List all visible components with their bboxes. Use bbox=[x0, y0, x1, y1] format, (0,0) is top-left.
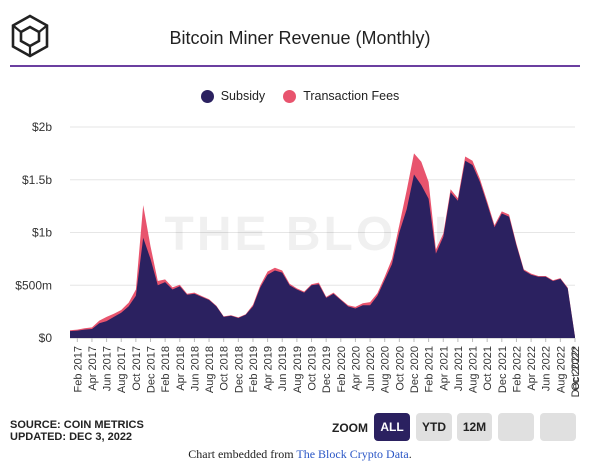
legend-swatch-subsidy bbox=[200, 89, 214, 103]
zoom-empty-button-1[interactable] bbox=[498, 413, 534, 441]
x-tick-label: Feb 2018 bbox=[160, 346, 172, 392]
y-tick-label: $500m bbox=[15, 278, 52, 292]
updated-label: UPDATED: DEC 3, 2022 bbox=[10, 431, 133, 443]
x-tick-label: Aug 2019 bbox=[292, 346, 304, 393]
title-divider bbox=[10, 65, 580, 67]
x-tick-label: Apr 2022 bbox=[526, 346, 538, 391]
legend-swatch-fees bbox=[283, 89, 297, 103]
x-tick-label: Oct 2017 bbox=[131, 346, 143, 391]
x-tick-label: Jun 2018 bbox=[189, 346, 201, 391]
x-tick-label: Oct 2022 bbox=[570, 346, 582, 391]
x-tick-label: Oct 2020 bbox=[394, 346, 406, 391]
x-tick-label: Aug 2018 bbox=[204, 346, 216, 393]
y-tick-label: $1b bbox=[32, 226, 52, 240]
source-label: SOURCE: COIN METRICS bbox=[10, 419, 144, 431]
x-tick-label: Dec 2018 bbox=[233, 346, 245, 393]
x-axis: Feb 2017 Apr 2017 Jun 2017 Aug 2017 Oct 2017… bbox=[72, 338, 582, 397]
x-tick-label: Feb 2019 bbox=[248, 346, 260, 392]
x-tick-label: Feb 2020 bbox=[336, 346, 348, 392]
legend-label-fees: Transaction Fees bbox=[303, 89, 400, 103]
embed-suffix: . bbox=[408, 447, 412, 461]
legend-label-subsidy: Subsidy bbox=[220, 89, 266, 103]
x-tick-label: Apr 2021 bbox=[438, 346, 450, 391]
x-tick-label: Apr 2017 bbox=[87, 346, 99, 391]
embed-prefix: Chart embedded from bbox=[188, 447, 297, 461]
x-tick-label: Dec 2020 bbox=[409, 346, 421, 393]
zoom-12m-button[interactable]: 12M bbox=[457, 413, 492, 441]
the-block-logo bbox=[11, 14, 49, 58]
y-tick-label: $2b bbox=[32, 120, 52, 134]
chart-title: Bitcoin Miner Revenue (Monthly) bbox=[169, 28, 431, 48]
embed-credit: Chart embedded from The Block Crypto Dat… bbox=[0, 447, 600, 462]
zoom-ytd-button[interactable]: YTD bbox=[416, 413, 452, 441]
x-tick-label: Aug 2017 bbox=[116, 346, 128, 393]
x-tick-label: Dec 2022* bbox=[570, 345, 582, 397]
x-tick-label: Jun 2021 bbox=[453, 346, 465, 391]
x-tick-label: Jun 2020 bbox=[365, 346, 377, 391]
x-tick-label: Jun 2019 bbox=[277, 346, 289, 391]
x-tick-label: Apr 2018 bbox=[175, 346, 187, 391]
legend-item-subsidy[interactable]: Subsidy bbox=[200, 89, 266, 103]
zoom-label: ZOOM bbox=[332, 421, 368, 435]
x-tick-label: Dec 2021 bbox=[497, 346, 509, 393]
x-tick-label: Feb 2017 bbox=[72, 346, 84, 392]
x-tick-label: Oct 2019 bbox=[307, 346, 319, 391]
x-tick-label: Aug 2021 bbox=[468, 346, 480, 393]
x-tick-label: Oct 2021 bbox=[482, 346, 494, 391]
x-tick-label: Feb 2021 bbox=[424, 346, 436, 392]
y-axis: $0 $500m $1b $1.5b $2b bbox=[15, 120, 52, 345]
x-tick-label: Dec 2019 bbox=[321, 346, 333, 393]
source-note: SOURCE: COIN METRICS UPDATED: DEC 3, 202… bbox=[10, 419, 144, 443]
zoom-all-button[interactable]: ALL bbox=[374, 413, 410, 441]
chart-legend: Subsidy Transaction Fees bbox=[0, 89, 600, 103]
x-tick-label: Oct 2018 bbox=[219, 346, 231, 391]
x-tick-label: Aug 2022 bbox=[555, 346, 567, 393]
x-tick-label: Jun 2022 bbox=[541, 346, 553, 391]
x-tick-label: Apr 2019 bbox=[263, 346, 275, 391]
y-tick-label: $1.5b bbox=[22, 173, 52, 187]
embed-link[interactable]: The Block Crypto Data bbox=[296, 447, 409, 461]
x-tick-label: Jun 2017 bbox=[102, 346, 114, 391]
x-tick-label: Apr 2020 bbox=[350, 346, 362, 391]
subsidy-area bbox=[70, 160, 575, 338]
x-tick-label: Feb 2022 bbox=[511, 346, 523, 392]
zoom-empty-button-2[interactable] bbox=[540, 413, 576, 441]
x-tick-label: Dec 2017 bbox=[146, 346, 158, 393]
x-tick-label: Aug 2020 bbox=[380, 346, 392, 393]
legend-item-transaction-fees[interactable]: Transaction Fees bbox=[283, 89, 399, 103]
y-tick-label: $0 bbox=[39, 331, 53, 345]
